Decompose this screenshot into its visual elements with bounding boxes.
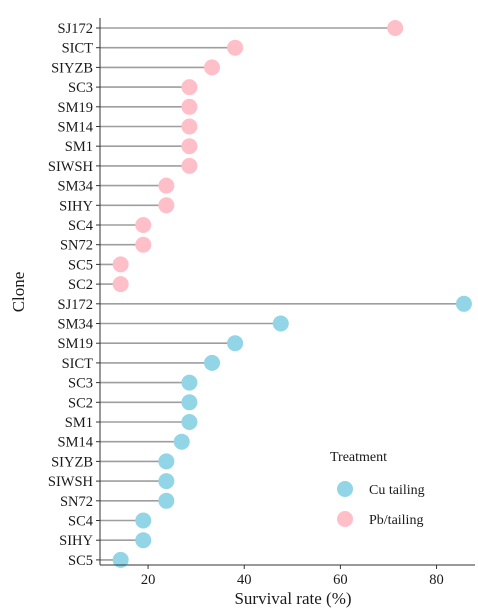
stem-layer — [100, 27, 464, 561]
y-tick-label: SC2 — [68, 277, 93, 293]
x-tick-label: 40 — [237, 572, 252, 588]
legend-label-pb-tailing: Pb/tailing — [369, 513, 423, 528]
y-tick-label: SIYZB — [51, 60, 93, 76]
y-tick-label: SIYZB — [51, 454, 93, 470]
legend-swatch-pb-tailing — [337, 511, 353, 527]
y-tick-label: SJ172 — [58, 297, 93, 313]
point — [455, 295, 472, 312]
y-tick-label: SM14 — [58, 435, 94, 451]
point — [204, 59, 221, 76]
x-tick-label: 60 — [333, 572, 348, 588]
point — [181, 98, 198, 115]
point — [181, 414, 198, 430]
point — [158, 473, 175, 490]
point — [181, 138, 198, 155]
y-tick-labels: SJ172 SICT SIYZB SC3 SM19 SM14 SM1 SIWSH SM34 SIH… — [48, 21, 94, 569]
point — [181, 394, 198, 411]
x-tick-label: 80 — [429, 572, 444, 588]
legend-title: Treatment — [330, 450, 387, 465]
y-tick-label: SM19 — [58, 100, 93, 116]
y-tick-label: SN72 — [60, 238, 93, 254]
point — [112, 551, 129, 568]
point — [112, 256, 129, 273]
point — [135, 532, 152, 549]
y-tick-label: SC4 — [68, 218, 94, 234]
y-tick-label: SM34 — [58, 179, 94, 195]
x-axis-title: Survival rate (%) — [234, 589, 351, 608]
legend-swatch-cu-tailing — [337, 481, 353, 497]
point — [227, 335, 244, 352]
y-tick-label: SIWSH — [48, 159, 94, 175]
point — [158, 492, 175, 509]
y-tick-label: SC3 — [68, 80, 93, 96]
y-tick-label: SIHY — [59, 198, 93, 214]
legend: Treatment Cu tailing Pb/tailing — [330, 450, 425, 528]
y-tick-label: SC3 — [68, 376, 93, 392]
point — [173, 433, 190, 450]
y-tick-label: SM14 — [58, 120, 94, 136]
point — [181, 79, 198, 96]
point — [387, 20, 404, 36]
point — [158, 453, 175, 470]
point-layer — [112, 20, 472, 568]
y-axis-title: Clone — [9, 272, 28, 313]
y-tick-label: SM1 — [65, 415, 93, 431]
y-tick-label: SM34 — [58, 317, 94, 333]
point — [135, 236, 152, 253]
point — [181, 118, 198, 135]
y-tick-label: SN72 — [60, 494, 93, 510]
point — [181, 157, 198, 174]
y-tick-label: SC5 — [68, 553, 93, 569]
point — [158, 177, 175, 194]
y-tick-label: SM1 — [65, 139, 93, 155]
point — [272, 315, 289, 332]
legend-label-cu-tailing: Cu tailing — [369, 483, 425, 498]
y-tick-label: SICT — [62, 356, 94, 372]
point — [112, 276, 129, 293]
y-tick-label: SJ172 — [58, 21, 93, 37]
y-tick-label: SM19 — [58, 336, 93, 352]
y-tick-label: SC5 — [68, 257, 93, 273]
point — [135, 512, 152, 529]
y-tick-label: SC4 — [68, 514, 94, 530]
point — [204, 354, 221, 371]
point — [158, 197, 175, 214]
point — [227, 39, 244, 56]
x-tick-label: 20 — [141, 572, 156, 588]
y-tick-label: SIWSH — [48, 474, 94, 490]
y-tick-label: SIHY — [59, 533, 93, 549]
y-tick-label: SC2 — [68, 395, 93, 411]
x-tick-labels: 20 40 60 80 — [141, 572, 444, 588]
y-tick-label: SICT — [62, 41, 94, 57]
axis-layer — [96, 18, 475, 569]
point — [181, 374, 198, 391]
point — [135, 217, 152, 233]
